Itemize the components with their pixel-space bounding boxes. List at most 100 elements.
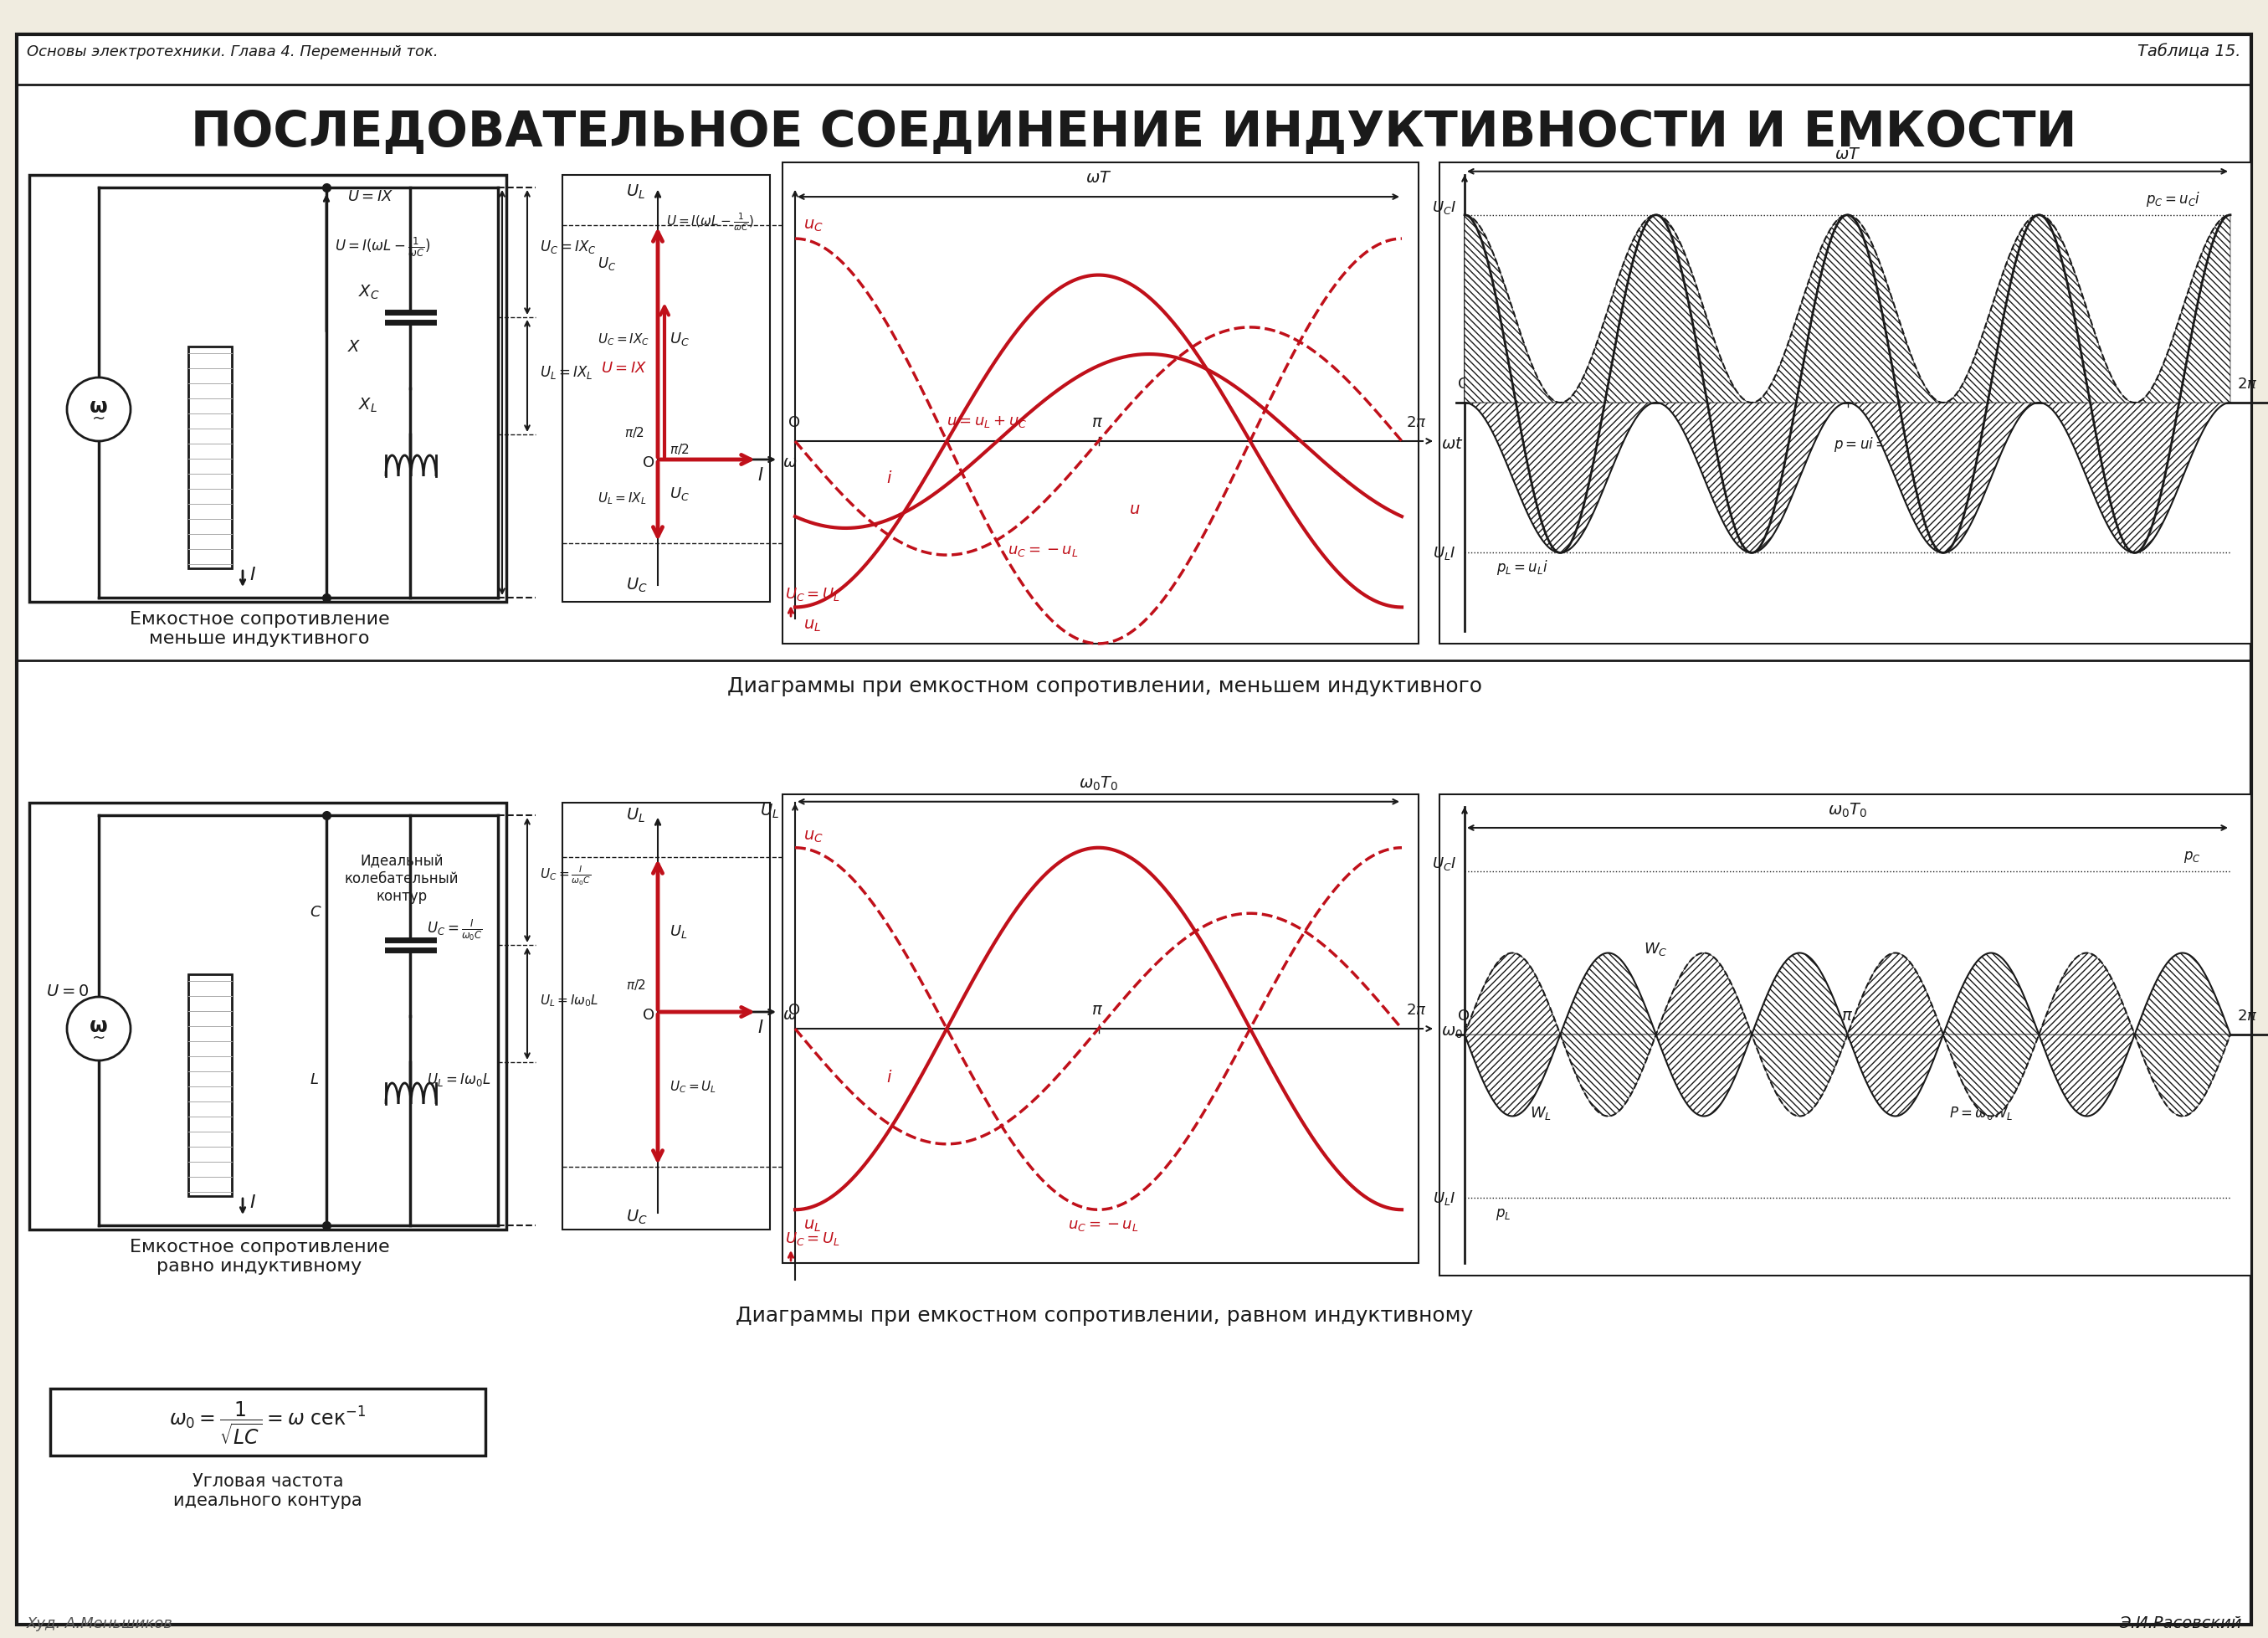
Text: $U_L$: $U_L$ (760, 803, 780, 821)
Text: $W_C$: $W_C$ (1644, 940, 1667, 958)
Text: $u_L$: $u_L$ (803, 1217, 821, 1233)
Text: $C$: $C$ (311, 904, 322, 919)
Text: $2\pi$: $2\pi$ (2236, 1007, 2257, 1024)
Text: $p_C=u_Ci$: $p_C=u_Ci$ (2146, 190, 2200, 208)
Text: $U_C=U_L$: $U_C=U_L$ (669, 1078, 717, 1094)
Text: $U_C$: $U_C$ (596, 256, 617, 272)
Bar (562, 175, 769, 603)
Text: ~: ~ (93, 1029, 107, 1045)
Text: $U_LI$: $U_LI$ (1433, 545, 1456, 562)
Text: $U_L$: $U_L$ (626, 806, 646, 824)
Text: $X_L$: $X_L$ (358, 396, 376, 414)
Bar (1440, 164, 2252, 644)
Text: $\pi$: $\pi$ (1842, 1007, 1853, 1024)
Text: $\pi$: $\pi$ (1842, 375, 1853, 391)
Text: Диаграммы при емкостном сопротивлении, равном индуктивному: Диаграммы при емкостном сопротивлении, р… (735, 1305, 1474, 1325)
Text: $\omega_0 T_0$: $\omega_0 T_0$ (1080, 775, 1118, 793)
Text: Основы электротехники. Глава 4. Переменный ток.: Основы электротехники. Глава 4. Переменн… (27, 44, 438, 59)
Bar (782, 794, 1418, 1263)
Text: ω: ω (91, 396, 109, 416)
Text: $W_L$: $W_L$ (1549, 465, 1572, 483)
Text: $U_L$: $U_L$ (626, 183, 646, 201)
Text: $U_C=\frac{I}{\omega_0 C}$: $U_C=\frac{I}{\omega_0 C}$ (540, 863, 592, 886)
Text: $p_C$: $p_C$ (2184, 848, 2200, 865)
Text: Идеальный
колебательный
контур: Идеальный колебательный контур (345, 853, 458, 903)
Text: $u_C$: $u_C$ (803, 829, 823, 844)
Text: $\omega_0 T_0$: $\omega_0 T_0$ (1828, 801, 1867, 819)
Text: $U_L$: $U_L$ (669, 922, 687, 940)
Text: Емкостное сопротивление
меньше индуктивного: Емкостное сопротивление меньше индуктивн… (129, 611, 390, 647)
Text: $I$: $I$ (249, 1194, 256, 1210)
Text: O: O (642, 1007, 655, 1022)
Text: -: - (2034, 321, 2041, 337)
Text: $U_L=IX_L$: $U_L=IX_L$ (596, 490, 646, 506)
Text: $u_C=-u_L$: $u_C=-u_L$ (1007, 542, 1077, 559)
Text: $U_C$: $U_C$ (626, 577, 649, 595)
Text: $p_L=u_Li$: $p_L=u_Li$ (1497, 559, 1549, 577)
Text: $i$: $i$ (887, 1070, 891, 1086)
Text: +: + (1554, 439, 1567, 457)
Text: $\omega$: $\omega$ (782, 1006, 796, 1022)
Text: $I$: $I$ (249, 567, 256, 583)
Bar (188, 347, 231, 568)
Text: $U=I(\omega L-\frac{1}{\omega C})$: $U=I(\omega L-\frac{1}{\omega C})$ (336, 236, 431, 259)
Text: $U_CI$: $U_CI$ (1431, 855, 1456, 871)
Text: $U=IX$: $U=IX$ (347, 188, 395, 205)
Text: $u_C=-u_L$: $u_C=-u_L$ (1068, 1217, 1139, 1232)
Text: $U_C$: $U_C$ (669, 331, 689, 347)
Text: $U_L=I\omega_0 L$: $U_L=I\omega_0 L$ (426, 1071, 490, 1088)
Text: $\pi$: $\pi$ (1091, 1001, 1105, 1017)
Text: $p_L$: $p_L$ (1495, 1206, 1510, 1222)
Text: $U=I(\omega L-\frac{1}{\omega C})$: $U=I(\omega L-\frac{1}{\omega C})$ (667, 211, 755, 233)
Text: Э.И.Расовский: Э.И.Расовский (2118, 1615, 2241, 1631)
Text: $\pi/2$: $\pi/2$ (624, 424, 644, 439)
Text: Емкостное сопротивление
равно индуктивному: Емкостное сопротивление равно индуктивно… (129, 1238, 390, 1274)
Text: $2\pi$: $2\pi$ (2236, 377, 2257, 391)
Text: $U_L=IX_L$: $U_L=IX_L$ (540, 364, 592, 380)
Text: ω: ω (91, 1016, 109, 1035)
Text: ~: ~ (93, 411, 107, 426)
Text: $U_C=IX_C$: $U_C=IX_C$ (596, 331, 649, 347)
Text: $U_C$: $U_C$ (669, 485, 689, 501)
Text: $U_C$: $U_C$ (626, 1207, 649, 1225)
Text: $2\pi$: $2\pi$ (1406, 1002, 1427, 1017)
Text: $X$: $X$ (347, 339, 361, 355)
Text: $\omega T$: $\omega T$ (1086, 170, 1111, 185)
Text: $\omega_0 t$: $\omega_0 t$ (1440, 1022, 1472, 1040)
Text: $\omega$: $\omega$ (782, 454, 796, 470)
Text: $U_L=I\omega_0 L$: $U_L=I\omega_0 L$ (540, 993, 599, 1007)
Text: $I$: $I$ (758, 1019, 764, 1035)
Text: Таблица 15.: Таблица 15. (2139, 44, 2241, 61)
Text: $\omega_0=\dfrac{1}{\sqrt{LC}}=\omega\ \mathrm{сек}^{-1}$: $\omega_0=\dfrac{1}{\sqrt{LC}}=\omega\ \… (170, 1399, 367, 1446)
Text: $U_C=\frac{I}{\omega_0 C}$: $U_C=\frac{I}{\omega_0 C}$ (426, 917, 483, 942)
Bar (782, 164, 1418, 644)
Text: $P=\omega_0W_L$: $P=\omega_0W_L$ (1950, 1104, 2014, 1120)
Text: $U_C=U_L$: $U_C=U_L$ (785, 586, 839, 603)
Text: $2\pi$: $2\pi$ (1406, 414, 1427, 431)
Text: ПОСЛЕДОВАТЕЛЬНОЕ СОЕДИНЕНИЕ ИНДУКТИВНОСТИ И ЕМКОСТИ: ПОСЛЕДОВАТЕЛЬНОЕ СОЕДИНЕНИЕ ИНДУКТИВНОСТ… (191, 108, 2077, 156)
Text: Диаграммы при емкостном сопротивлении, меньшем индуктивного: Диаграммы при емкостном сопротивлении, м… (728, 676, 1483, 696)
Text: $\pi/2$: $\pi/2$ (669, 442, 689, 455)
Text: $u_C$: $u_C$ (803, 218, 823, 234)
Text: $U_LI$: $U_LI$ (1433, 1189, 1456, 1206)
Text: $u_L$: $u_L$ (803, 618, 821, 632)
Bar (29, 175, 506, 603)
Text: $\omega T$: $\omega T$ (1835, 146, 1860, 162)
Text: $U_C=U_L$: $U_C=U_L$ (785, 1230, 839, 1247)
Text: $p=ui=p_L+p_C$: $p=ui=p_L+p_C$ (1833, 434, 1939, 454)
Circle shape (68, 998, 132, 1061)
Text: $U=IX$: $U=IX$ (601, 360, 646, 375)
Text: O: O (1458, 1007, 1470, 1024)
Text: O: O (789, 1002, 801, 1017)
Text: Угловая частота
идеального контура: Угловая частота идеального контура (172, 1473, 363, 1509)
Bar (29, 803, 506, 1230)
Text: $P=\omega_0W_C$: $P=\omega_0W_C$ (1681, 1019, 1746, 1035)
Text: O: O (789, 414, 801, 431)
Text: -: - (1653, 321, 1660, 337)
Bar (1440, 794, 2252, 1276)
Text: $U_C=IX_C$: $U_C=IX_C$ (540, 239, 596, 256)
Text: $U=0$: $U=0$ (45, 983, 88, 999)
Text: O: O (642, 455, 655, 470)
Text: $W_L$: $W_L$ (1531, 1104, 1551, 1120)
Text: +: + (1935, 439, 1950, 457)
